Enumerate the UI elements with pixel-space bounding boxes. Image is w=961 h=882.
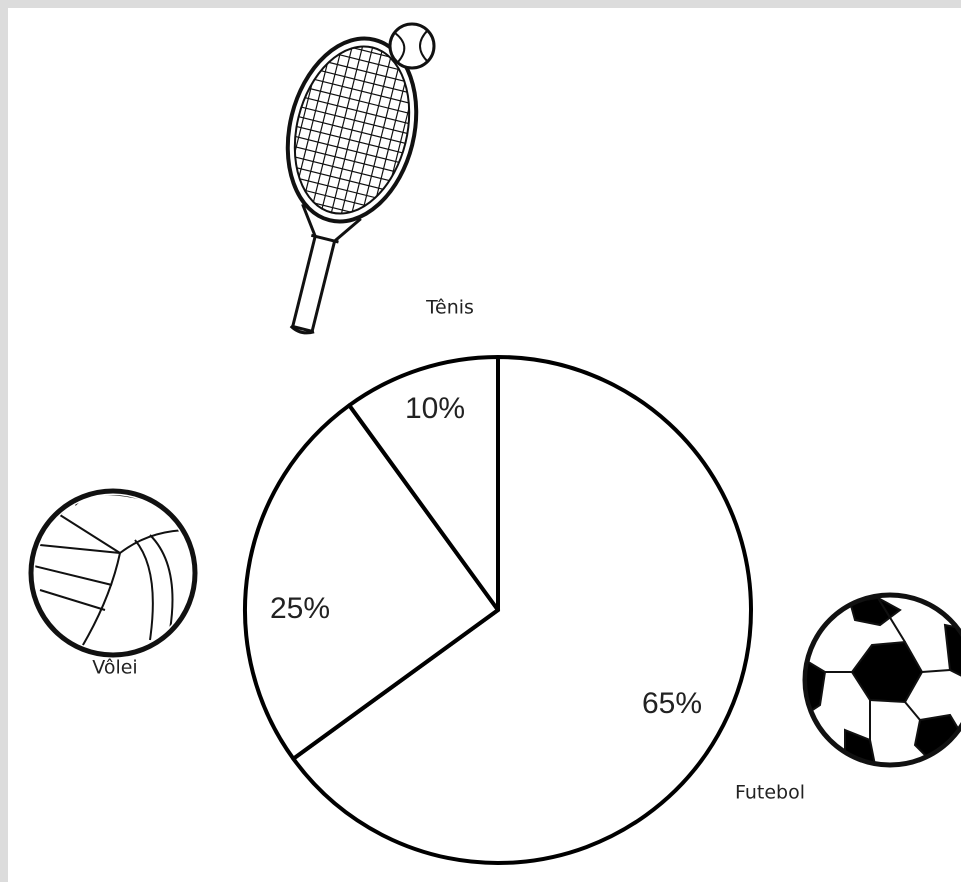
pie-slice [291,355,753,865]
category-label: Futebol [735,782,805,804]
volleyball [28,488,198,658]
tennis-ball [388,22,436,70]
slice-label: 10% [405,392,465,425]
category-label: Vôlei [92,657,137,679]
slice-label: 25% [270,592,330,625]
pie-slice [347,355,500,612]
soccer-ball [802,592,961,768]
category-label: Tênis [425,297,474,319]
slice-label: 65% [642,687,702,720]
tennis-racket [278,34,426,335]
pie-slice [243,403,500,761]
